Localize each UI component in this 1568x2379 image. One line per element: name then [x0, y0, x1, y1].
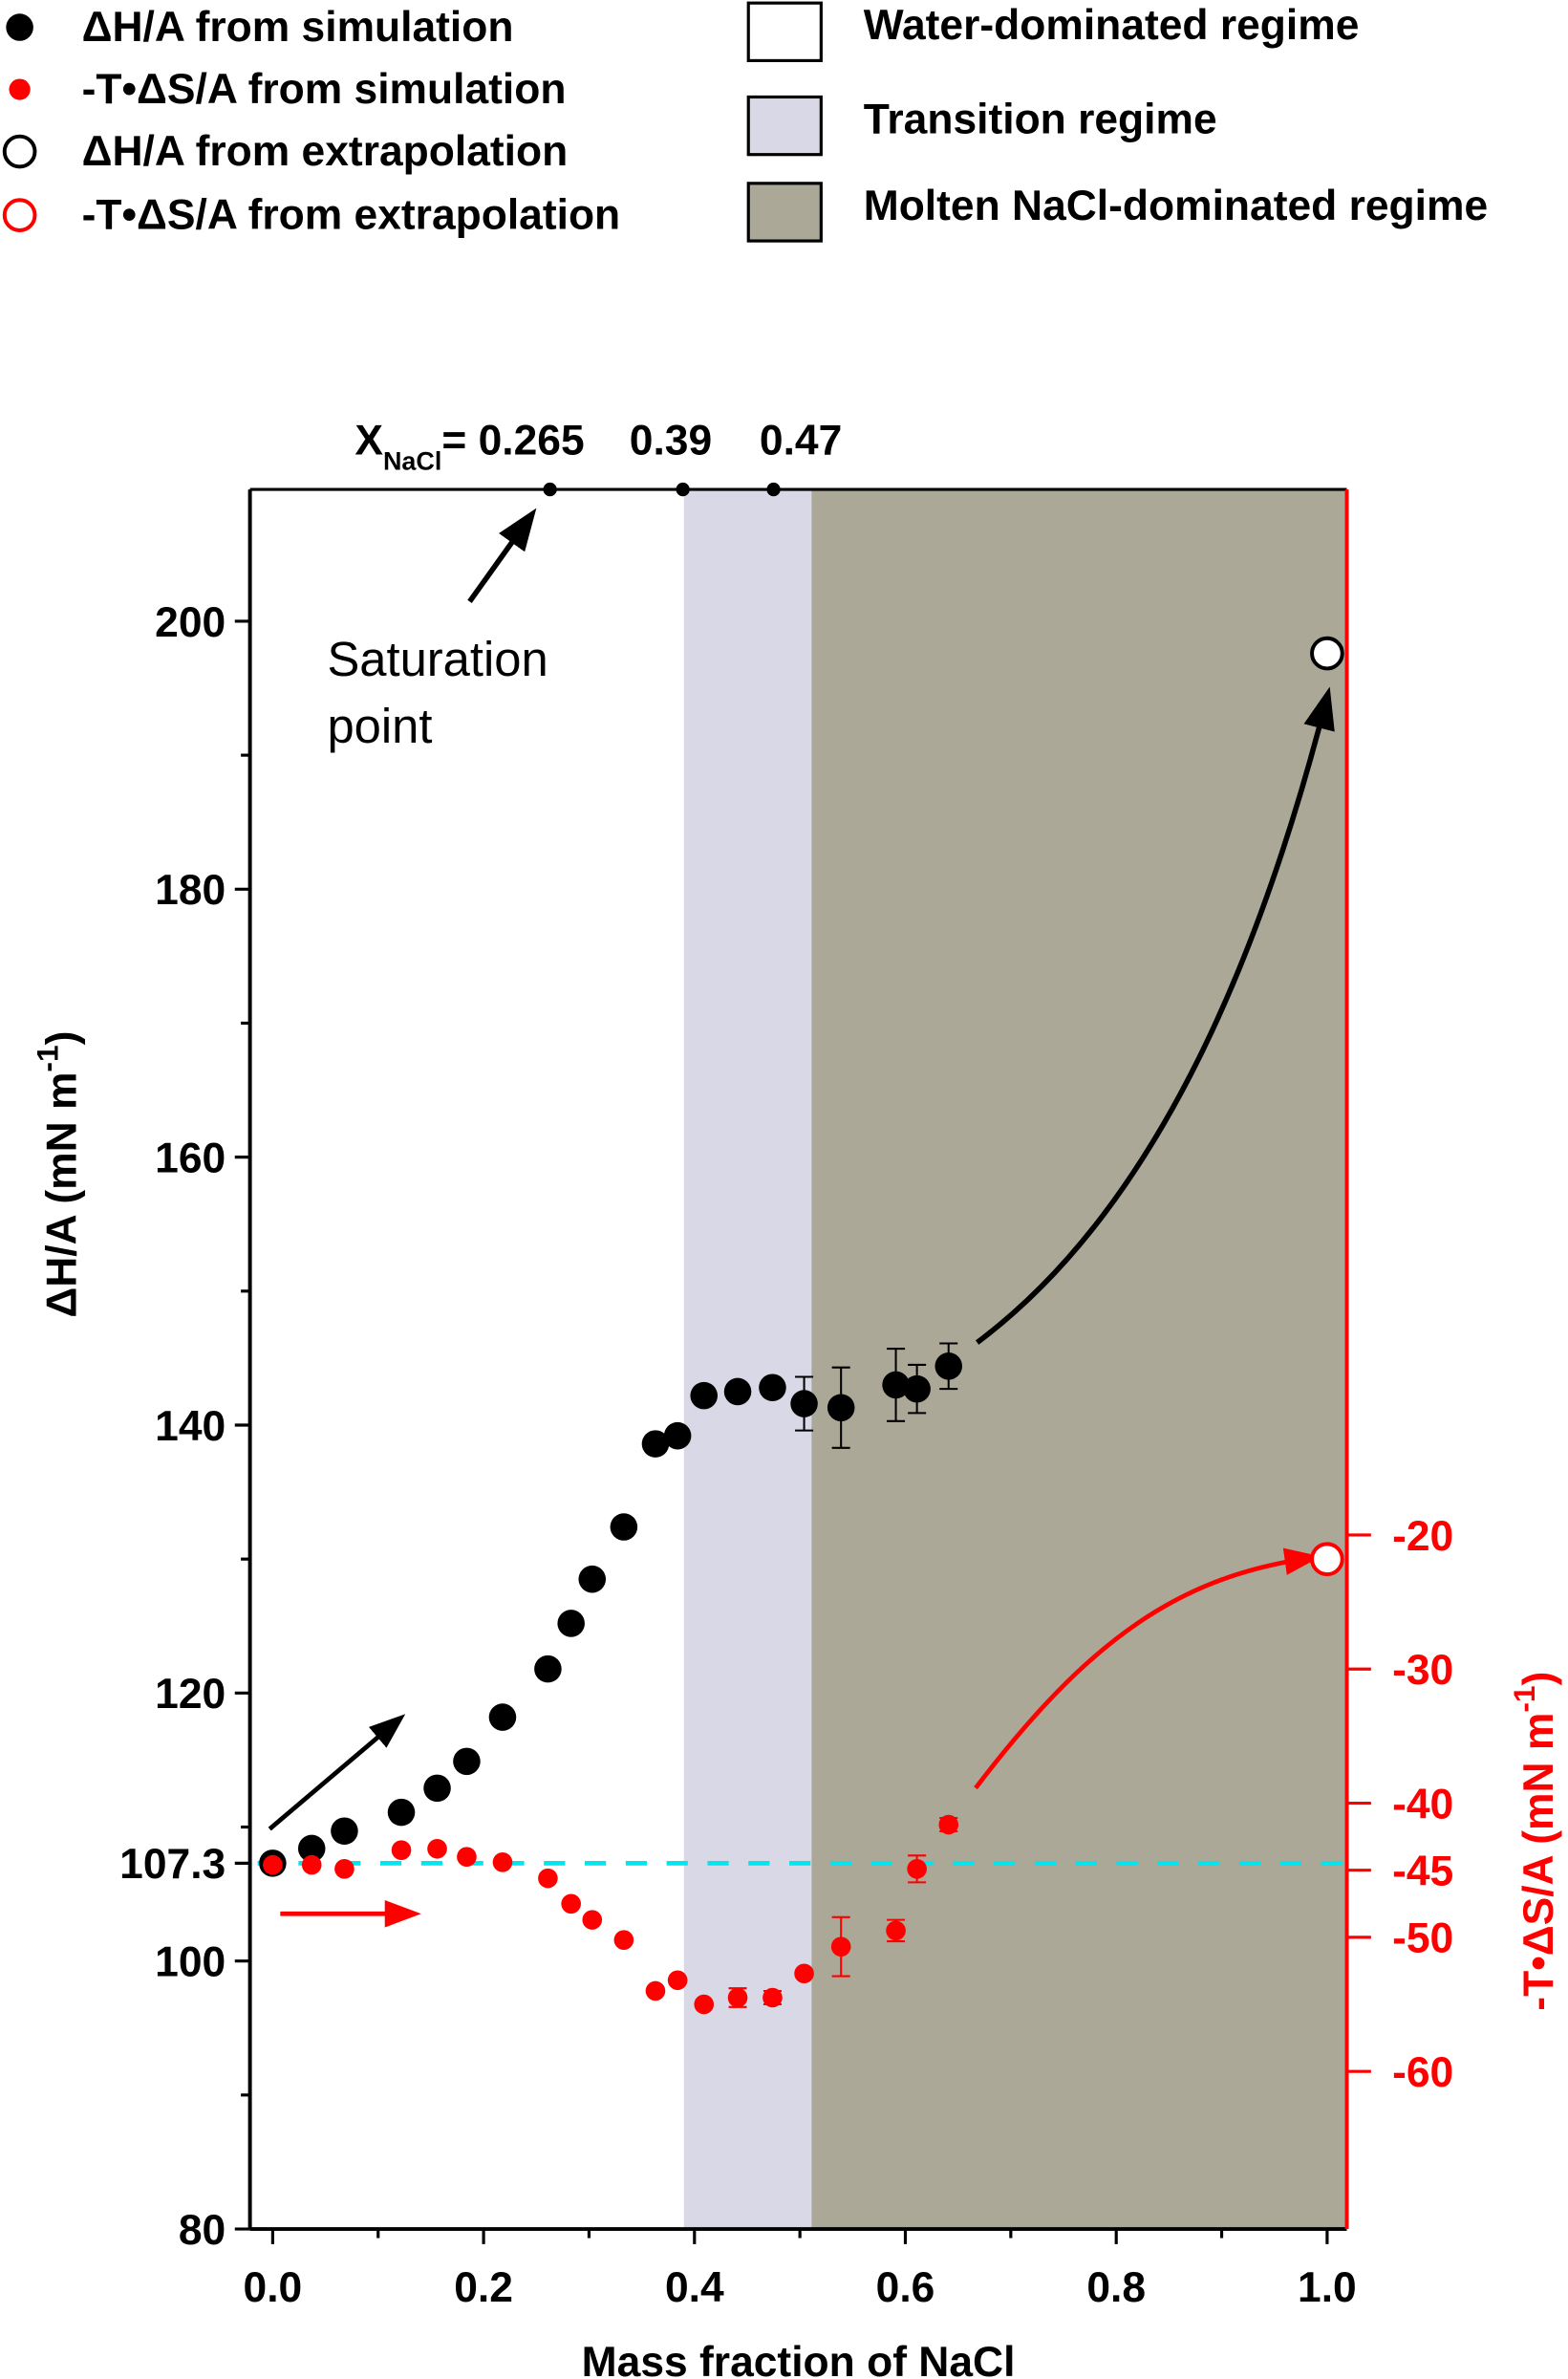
- data-point-1: [391, 1840, 412, 1860]
- legend-region-swatch: [746, 95, 823, 157]
- data-point-0: [663, 1421, 692, 1450]
- x-tick-label: 0.6: [876, 2264, 935, 2311]
- top-marker-label: XNaCl= 0.265: [354, 418, 584, 476]
- data-point-0: [610, 1513, 638, 1541]
- x-tick-label: 1.0: [1298, 2264, 1357, 2311]
- legend-region-label: Transition regime: [864, 97, 1217, 143]
- data-point-0: [641, 1430, 670, 1458]
- data-point-1: [794, 1963, 814, 1984]
- y-tick-label: 100: [155, 1939, 226, 1986]
- legend-label: -T•ΔS/A from simulation: [82, 66, 567, 113]
- data-point-0: [882, 1371, 910, 1399]
- legend-region-label: Molten NaCl-dominated regime: [864, 183, 1488, 229]
- data-point-0: [331, 1817, 358, 1845]
- data-point-0: [759, 1373, 786, 1402]
- data-point-0: [297, 1834, 326, 1863]
- legend-region-swatch: [746, 182, 823, 243]
- x-tick-label: 0.2: [454, 2264, 513, 2311]
- data-point-0: [423, 1774, 451, 1803]
- y-tick-label: 107.3: [119, 1841, 226, 1888]
- y2-axis-label: -T•ΔS/A (mN m-1): [1507, 1672, 1562, 2011]
- data-point-1: [907, 1859, 927, 1879]
- data-point-0: [690, 1381, 718, 1410]
- data-point-3: [1310, 1542, 1344, 1577]
- data-point-1: [645, 1980, 666, 2001]
- y-tick-label: 160: [155, 1135, 226, 1181]
- y-axis-label: ΔH/A (mN m-1): [30, 1031, 85, 1318]
- legend-label: -T•ΔS/A from extrapolation: [82, 191, 621, 238]
- y-tick-label: 80: [179, 2207, 226, 2254]
- x-axis-label: Mass fraction of NaCl: [582, 2339, 1016, 2379]
- data-point-1: [763, 1987, 783, 2008]
- data-point-1: [830, 1936, 851, 1957]
- data-point-0: [827, 1394, 855, 1422]
- legend-region-label: Water-dominated regime: [864, 2, 1360, 49]
- data-point-1: [938, 1814, 959, 1835]
- x-tick-label: 0.8: [1086, 2264, 1146, 2311]
- data-point-1: [727, 1987, 748, 2008]
- data-point-1: [492, 1851, 513, 1872]
- data-point-1: [582, 1910, 603, 1930]
- data-point-1: [301, 1854, 322, 1875]
- legend-region-swatch: [746, 1, 823, 62]
- legend-label: ΔH/A from simulation: [82, 4, 514, 51]
- data-point-1: [263, 1854, 283, 1875]
- annotation-line1: Saturation: [327, 632, 548, 686]
- extrapolation-arrow-red: [974, 1547, 1321, 1790]
- data-point-2: [1310, 636, 1344, 671]
- y2-tick-label: -30: [1392, 1647, 1453, 1694]
- legend-marker: [2, 198, 37, 232]
- x-tick-label: 0.0: [244, 2264, 303, 2311]
- y-tick-label: 200: [155, 599, 226, 646]
- annotation-line2: point: [327, 699, 432, 753]
- data-point-1: [457, 1847, 477, 1867]
- data-point-0: [453, 1747, 481, 1776]
- data-point-1: [886, 1920, 906, 1941]
- data-point-0: [903, 1374, 931, 1403]
- legend-label: ΔH/A from extrapolation: [82, 128, 569, 175]
- y2-tick-label: -60: [1392, 2049, 1453, 2096]
- legend-marker: [9, 78, 31, 100]
- y-tick-label: 140: [155, 1403, 226, 1450]
- top-marker-dot: [766, 482, 781, 497]
- x-tick-label: 0.4: [665, 2264, 724, 2311]
- data-point-0: [934, 1352, 963, 1380]
- top-marker-dot: [543, 482, 557, 497]
- top-marker-label: 0.39: [630, 418, 712, 465]
- data-point-0: [790, 1390, 818, 1417]
- y2-tick-label: -40: [1392, 1781, 1453, 1828]
- data-point-1: [334, 1859, 354, 1879]
- legend-marker: [2, 134, 37, 169]
- saturation-arrow: [467, 508, 537, 603]
- data-point-0: [578, 1565, 607, 1593]
- y2-tick-label: -45: [1392, 1849, 1453, 1895]
- data-point-0: [723, 1377, 752, 1406]
- y2-tick-label: -50: [1392, 1915, 1453, 1962]
- data-point-1: [694, 1994, 715, 2015]
- top-marker-label: 0.47: [760, 418, 842, 465]
- y-tick-label: 180: [155, 867, 226, 914]
- data-point-1: [613, 1930, 634, 1950]
- y-tick-label: 120: [155, 1671, 226, 1718]
- increase-arrow: [268, 1714, 406, 1831]
- data-point-1: [538, 1868, 558, 1889]
- data-point-0: [488, 1703, 517, 1731]
- data-point-0: [557, 1610, 585, 1637]
- region-1: [683, 489, 812, 2230]
- y2-tick-label: -20: [1392, 1513, 1453, 1560]
- data-point-0: [387, 1798, 416, 1827]
- extrapolation-arrow-black: [975, 686, 1335, 1345]
- legend-marker: [6, 13, 33, 41]
- region-2: [811, 489, 1347, 2230]
- top-marker-dot: [676, 482, 690, 497]
- data-point-1: [561, 1893, 581, 1914]
- data-point-1: [427, 1838, 447, 1859]
- data-point-1: [667, 1970, 688, 1991]
- data-point-0: [534, 1654, 562, 1683]
